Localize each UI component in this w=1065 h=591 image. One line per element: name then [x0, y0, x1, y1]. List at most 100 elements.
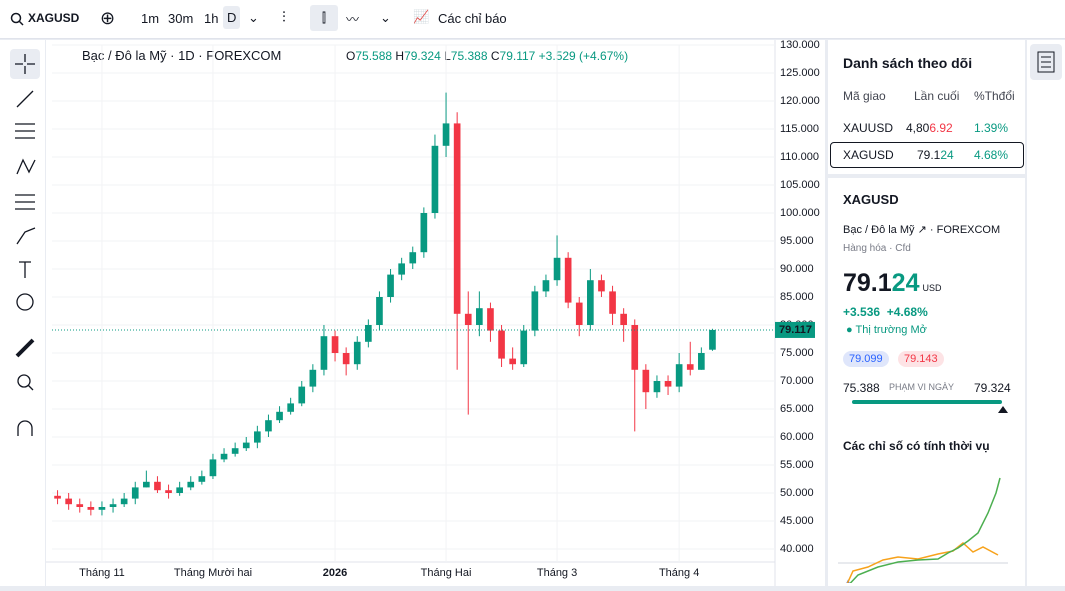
detail-name: Bạc / Đô la Mỹ ↗ · FOREXCOM — [843, 224, 1001, 236]
details: XAGUSD Bạc / Đô la Mỹ ↗ · FOREXCOM Hàng … — [828, 178, 1025, 586]
projection[interactable] — [15, 194, 35, 210]
brush[interactable] — [16, 227, 36, 245]
dropdown[interactable]: ⌄ — [380, 10, 391, 25]
row-symbol[interactable]: XAUUSD — [843, 121, 894, 135]
candle-body — [54, 495, 61, 499]
crosshair[interactable] — [15, 54, 35, 74]
y-tick-label: 60.000 — [780, 431, 814, 443]
candle-body — [420, 213, 428, 253]
pattern[interactable] — [16, 158, 36, 175]
row-last: 4,806.92 — [906, 121, 953, 135]
candle-body — [453, 123, 461, 314]
name: Bạc / Đô la Mỹ — [843, 224, 915, 236]
emoji[interactable] — [16, 293, 34, 311]
col-header: Mã giao — [843, 89, 886, 103]
drawing-toolbar — [0, 40, 45, 586]
y-tick-label: 95.000 — [780, 235, 814, 247]
ruler[interactable] — [15, 338, 35, 358]
status-text: Thị trường Mở — [855, 324, 927, 336]
magnet[interactable] — [17, 420, 33, 436]
x-tick-label: Tháng Hai — [421, 567, 472, 579]
candle-body — [65, 498, 72, 505]
candle-body — [476, 308, 483, 325]
interval-active[interactable]: D — [223, 6, 241, 29]
y-tick-label: 125.000 — [780, 67, 820, 79]
c-label: C — [490, 49, 500, 63]
side-panel: Danh sách theo dõi Mã giao Lần cuối %Thđ… — [828, 40, 1025, 586]
top-bar: XAGUSD ⊕ 1m 30m 1h D ⌄ ⫶ ⫿ 〰 ⌄ 📈 Các chỉ… — [0, 0, 1065, 39]
candle-body — [87, 507, 95, 510]
candle-body — [154, 481, 161, 491]
candle-body — [631, 325, 639, 370]
interval[interactable]: 1m — [141, 11, 160, 26]
candle-body — [664, 381, 672, 387]
add-symbol[interactable]: ⊕ — [100, 8, 116, 28]
text-tool[interactable] — [19, 261, 31, 278]
fib[interactable] — [15, 123, 35, 139]
candle-body — [298, 386, 306, 404]
dropdown[interactable]: ⌄ — [248, 10, 259, 25]
range-low: 75.388 — [843, 381, 880, 395]
last-b: 24 — [940, 148, 954, 162]
candle-body — [131, 487, 139, 499]
row-symbol[interactable]: XAGUSD — [843, 148, 894, 162]
range-bar — [852, 400, 1002, 404]
candle-body — [698, 353, 705, 370]
candle-body — [220, 453, 228, 460]
candle-body — [686, 364, 694, 370]
indicator-icon[interactable]: 📈 — [413, 9, 430, 24]
watchlist-icon[interactable] — [1027, 40, 1065, 100]
candle-body — [431, 145, 439, 213]
selected-row[interactable] — [830, 142, 1024, 168]
col-header: %Thđổi — [974, 89, 1015, 103]
candle-body — [520, 330, 528, 365]
candle-body — [331, 336, 339, 353]
y-tick-label: 85.000 — [780, 291, 814, 303]
candle-body — [309, 369, 317, 387]
last-a: 4,80 — [906, 121, 930, 135]
chg: +3.536 — [843, 305, 881, 319]
candle-body — [287, 403, 294, 412]
candle-body — [198, 476, 206, 482]
y-tick-label: 130.000 — [780, 40, 820, 51]
currency: USD — [922, 283, 942, 293]
candle-body — [276, 411, 283, 421]
candle-body — [575, 302, 583, 325]
h-label: H — [395, 49, 405, 63]
detail-cat: Hàng hóa · Cfd — [843, 243, 911, 254]
l-label: L — [444, 49, 451, 63]
interval[interactable]: 1h — [204, 11, 219, 26]
y-tick-label: 90.000 — [780, 263, 814, 275]
y-tick-label: 40.000 — [780, 543, 814, 555]
area-style[interactable]: 〰 — [346, 12, 360, 27]
candle-body — [464, 313, 472, 325]
right-icons — [1027, 40, 1065, 586]
indicators[interactable]: Các chỉ báo — [438, 11, 507, 26]
y-tick-label: 55.000 — [780, 459, 814, 471]
search-icon[interactable] — [10, 12, 24, 26]
candle-body — [398, 263, 405, 275]
bid: 79.099 — [843, 351, 889, 367]
y-tick-label: 120.000 — [780, 95, 820, 107]
candle-style[interactable]: ⫿ — [310, 5, 338, 31]
candle-body — [442, 123, 450, 146]
category: Hàng hóa — [843, 243, 887, 254]
candle-body — [376, 297, 383, 325]
candle-body — [265, 420, 272, 432]
interval[interactable]: 30m — [168, 11, 194, 26]
symbol[interactable]: XAGUSD — [28, 11, 80, 25]
high: 79.324 — [404, 49, 441, 63]
zoom[interactable] — [17, 374, 31, 388]
kind: Cfd — [895, 243, 911, 254]
x-tick-label: Tháng 11 — [79, 567, 125, 579]
col-header: Lần cuối — [914, 89, 960, 103]
o-label: O — [346, 49, 356, 63]
bar-style[interactable]: ⫶ — [282, 9, 286, 26]
trend-line[interactable] — [16, 90, 34, 108]
y-tick-label: 115.000 — [780, 123, 819, 135]
candle-body — [176, 487, 183, 493]
candle-body — [498, 330, 505, 359]
candle-body — [98, 507, 106, 510]
y-tick-label: 65.000 — [780, 403, 814, 415]
candle-body — [254, 431, 261, 443]
